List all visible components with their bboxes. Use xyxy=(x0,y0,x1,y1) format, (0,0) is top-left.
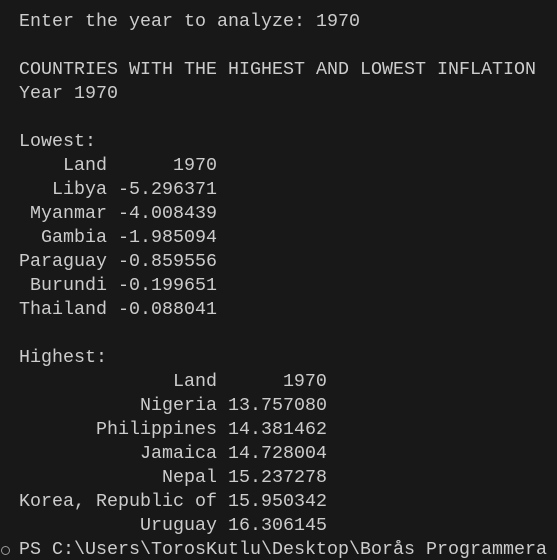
section-label: Lowest: xyxy=(19,131,96,152)
table-row: Philippines 14.381462 xyxy=(0,418,557,442)
cell-land: Korea, Republic of xyxy=(19,491,217,512)
cell-land: Thailand xyxy=(19,299,107,320)
input-prompt: Enter the year to analyze: 1970 xyxy=(19,11,360,32)
cell-value: -4.008439 xyxy=(117,203,217,224)
cell-value: -1.985094 xyxy=(117,227,217,248)
cell-value: -5.296371 xyxy=(117,179,217,200)
table-row: Nepal 15.237278 xyxy=(0,466,557,490)
cell-value: 15.237278 xyxy=(227,467,327,488)
cell-value: 14.728004 xyxy=(227,443,327,464)
cell-value: 1970 xyxy=(282,371,327,392)
table-row: Paraguay -0.859556 xyxy=(0,250,557,274)
cell-value: 14.381462 xyxy=(227,419,327,440)
cell-value: 13.757080 xyxy=(227,395,327,416)
blank-line xyxy=(0,322,557,346)
heading: COUNTRIES WITH THE HIGHEST AND LOWEST IN… xyxy=(19,59,536,80)
cell-land: Uruguay xyxy=(139,515,217,536)
status-circle xyxy=(1,546,10,555)
table-header: Land 1970 xyxy=(0,154,557,178)
section-label: Highest: xyxy=(19,347,107,368)
table-row: Myanmar -4.008439 xyxy=(0,202,557,226)
cell-land: Paraguay xyxy=(19,251,107,272)
year-line: Year 1970 xyxy=(19,83,118,104)
cell-value: -0.859556 xyxy=(117,251,217,272)
cell-land: Nepal xyxy=(161,467,217,488)
cell-land: Philippines xyxy=(95,419,217,440)
table-row: Uruguay 16.306145 xyxy=(0,514,557,538)
shell-prompt: PS C:\Users\TorosKutlu\Desktop\Borås Pro… xyxy=(19,539,547,560)
cell-value: -0.199651 xyxy=(117,275,217,296)
table-row: Korea, Republic of 15.950342 xyxy=(0,490,557,514)
table-row: Libya -5.296371 xyxy=(0,178,557,202)
cell-value: 16.306145 xyxy=(227,515,327,536)
cell-land: Jamaica xyxy=(139,443,217,464)
table-row: Gambia -1.985094 xyxy=(0,226,557,250)
table-header: Land 1970 xyxy=(0,370,557,394)
cell-land: Gambia xyxy=(40,227,107,248)
blank-line xyxy=(0,106,557,130)
cell-land: Burundi xyxy=(29,275,107,296)
cell-value: 15.950342 xyxy=(227,491,327,512)
cell-land: Libya xyxy=(51,179,107,200)
cell-value: 1970 xyxy=(172,155,217,176)
table-row: Thailand -0.088041 xyxy=(0,298,557,322)
cell-value: -0.088041 xyxy=(117,299,217,320)
cell-land: Nigeria xyxy=(139,395,217,416)
table-row: Burundi -0.199651 xyxy=(0,274,557,298)
table-row: Nigeria 13.757080 xyxy=(0,394,557,418)
cell-land: Myanmar xyxy=(29,203,107,224)
cell-land: Land xyxy=(172,371,217,392)
blank-line xyxy=(0,34,557,58)
cell-land: Land xyxy=(62,155,107,176)
table-row: Jamaica 14.728004 xyxy=(0,442,557,466)
